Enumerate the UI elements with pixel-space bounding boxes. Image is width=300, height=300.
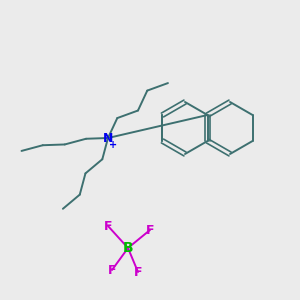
Text: +: + bbox=[109, 140, 117, 150]
Text: F: F bbox=[104, 220, 112, 232]
Text: B: B bbox=[123, 241, 133, 255]
Text: F: F bbox=[134, 266, 142, 278]
Text: F: F bbox=[108, 263, 116, 277]
Text: N: N bbox=[103, 131, 113, 145]
Text: F: F bbox=[146, 224, 154, 236]
